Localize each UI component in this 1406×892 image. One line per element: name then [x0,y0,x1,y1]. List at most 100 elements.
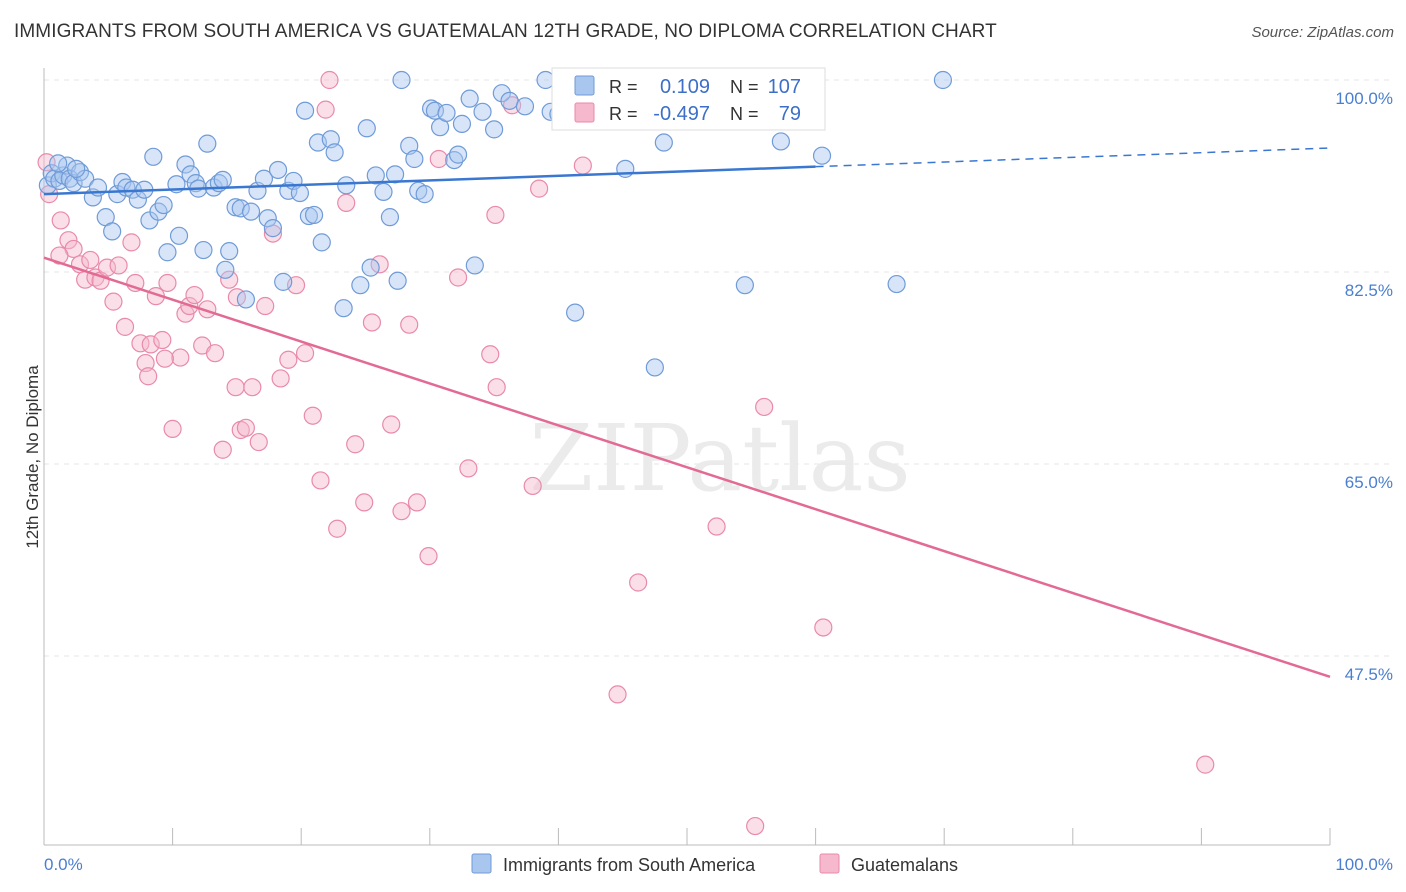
south-america-point [933,70,953,90]
bottom-legend-swatch-guatemalans [819,853,840,874]
guatemalans-point [814,618,833,637]
guatemalans-point [249,432,268,452]
south-america-point [144,147,163,166]
x-ticks [172,828,1331,845]
guatemalans-point [746,816,765,836]
south-america-point [374,182,393,202]
guatemalans-point [486,205,505,225]
guatemalans-point [311,471,330,490]
south-america-point [220,242,239,261]
guatemalans-point [109,256,128,275]
guatemalans-point [429,149,448,169]
south-america-point [500,91,519,110]
guatemalans-point [81,250,100,270]
legend-n-label-2: N = [730,104,759,124]
south-america-point [231,199,250,218]
y-tick-label: 100.0% [1335,89,1393,108]
south-america-point [290,183,310,203]
guatemalans-point [392,502,411,521]
guatemalans-point [487,378,506,397]
guatemalans-point [419,547,438,566]
guatemalans-point [163,419,182,438]
south-america-point [213,170,232,189]
south-america-point [771,132,790,151]
south-america-point [366,166,385,185]
south-america-point [337,176,356,195]
guatemalans-point [328,519,347,538]
legend-swatch-south-america [574,75,595,96]
south-america-point [437,103,456,123]
guatemalans-point [59,231,78,250]
x-tick-label: 0.0% [44,855,83,874]
south-america-point [735,276,754,295]
south-america-point [158,243,177,262]
y-tick-label: 65.0% [1345,473,1393,492]
legend-n-value-1: 107 [768,76,801,98]
south-america-point [425,101,445,120]
legend-r-label-1: R = [609,77,638,97]
guatemalans-point [271,369,290,388]
south-america-trend-line [43,165,816,196]
south-america-point [274,272,293,291]
south-america-point [103,222,122,241]
guatemalans-point [97,258,117,277]
south-america-point [312,233,331,252]
south-america-point [351,276,370,295]
south-america-point [887,274,906,294]
bottom-legend-label-south-america: Immigrants from South America [503,855,756,875]
guatemalans-point [530,179,549,198]
guatemalans-point [316,100,335,119]
gridlines [44,79,1392,657]
guatemalans-point [153,330,172,350]
guatemalans-point [755,397,774,417]
bottom-legend: Immigrants from South America Guatemalan… [471,853,958,875]
guatemalans-point [226,378,245,397]
south-america-point [169,226,189,245]
y-axis-title: 12th Grade, No Diploma [23,365,42,549]
south-america-point [176,155,195,174]
guatemalans-point [608,685,627,704]
guatemalans-point [220,270,239,289]
south-america-point [812,146,832,165]
south-america-point [49,154,68,173]
guatemalans-point [400,315,419,334]
guatemalans-point [51,211,70,230]
guatemalans-point [448,268,468,287]
south-america-point [645,358,664,377]
guatemalans-point [303,406,322,425]
south-america-point [216,260,235,279]
south-america-point [465,256,484,275]
guatemalans-point [213,440,232,459]
chart-title: IMMIGRANTS FROM SOUTH AMERICA VS GUATEMA… [14,21,997,42]
guatemalans-point [481,345,500,364]
x-tick-labels: 0.0% 100.0% [44,855,1393,874]
guatemalans-point [355,493,374,512]
legend: R = 0.109 N = 107 R = -0.497 N = 79 [551,67,826,131]
legend-n-label-1: N = [730,77,759,97]
chart-source: Source: ZipAtlas.com [1251,24,1394,41]
south-america-point [241,202,261,221]
south-america-point [357,119,376,138]
south-america-points [38,70,953,377]
south-america-point [460,89,479,108]
y-tick-labels: 100.0% 82.5% 65.0% 47.5% [1335,89,1393,684]
guatemalans-point [243,378,262,397]
south-america-point [334,299,353,318]
south-america-point [67,159,86,178]
south-america-point [492,84,511,103]
south-america-point [485,120,504,139]
guatemalans-point [1196,755,1215,774]
south-america-point [405,149,424,169]
south-america-point [64,174,83,193]
south-america-point [415,185,434,204]
south-america-trend-extension [815,147,1331,168]
guatemalans-point [171,348,190,367]
south-america-point [380,208,400,227]
guatemalans-point [346,435,365,454]
guatemalans-point [362,313,382,332]
south-america-point [392,70,411,90]
x-tick-label: 100.0% [1335,855,1393,874]
south-america-point [181,165,200,184]
south-america-point [76,169,95,188]
